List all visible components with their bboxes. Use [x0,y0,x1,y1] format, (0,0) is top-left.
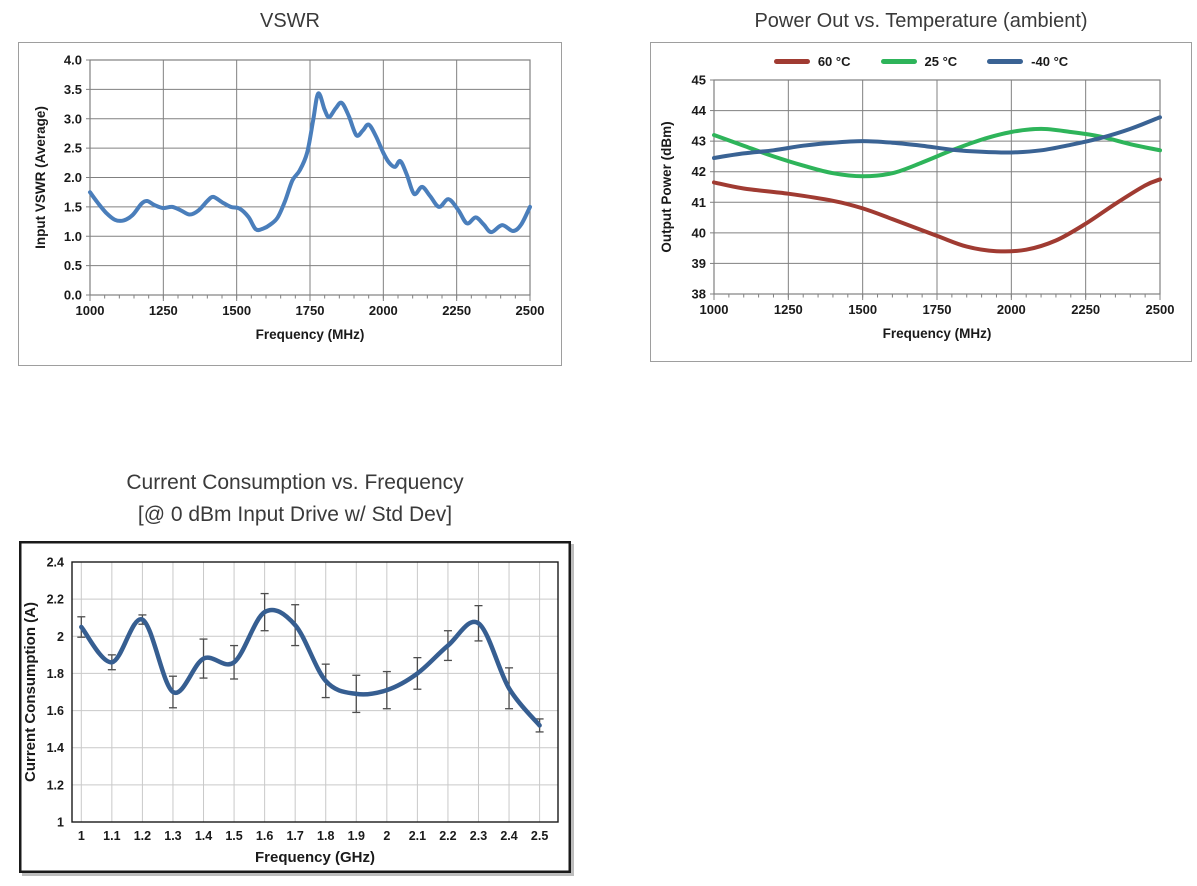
x-tick-label: 1250 [774,302,803,317]
x-tick-label: 2.3 [470,829,487,843]
legend-label-60c: 60 °C [817,53,851,69]
x-tick-label: 1.7 [286,829,303,843]
x-tick-label: 2250 [1071,302,1100,317]
vswr-chart: 1000 1250 1500 1750 2000 2250 2500 0.0 0.5 1.0 1.5… [18,42,562,366]
x-tick-label: 1250 [149,303,178,318]
y-tick-label: 2.4 [47,556,64,570]
series-line-60c [712,177,1162,254]
y-tick-label: 1.0 [64,229,82,244]
legend-item-minus40c: -40 °C [987,54,1068,69]
x-axis-title: Frequency (MHz) [883,326,992,341]
x-tick-label: 2 [383,829,390,843]
y-tick-label: 1.5 [64,199,82,214]
series-line-current [79,607,542,728]
x-tick-label: 2500 [1146,302,1175,317]
y-tick-label: 39 [692,256,706,271]
x-tick-label: 1.6 [256,829,273,843]
power-chart-title: Power Out vs. Temperature (ambient) [754,10,1088,32]
series-line-vswr [88,91,532,235]
y-tick-label: 38 [692,287,706,302]
y-tick-label: 2.2 [47,593,64,607]
x-tick-label: 1000 [76,303,105,318]
power-chart-legend: 60 °C 25 °C -40 °C [650,50,1192,72]
y-tick-label: 1.2 [47,778,64,792]
y-tick-label: 42 [692,164,706,179]
y-tick-label: 2.5 [64,141,82,156]
y-tick-label: 4.0 [64,53,82,68]
current-chart-subtitle: [@ 0 dBm Input Drive w/ Std Dev] [137,503,453,526]
x-tick-label: 2000 [997,302,1026,317]
series-line-minus40c [712,115,1162,160]
x-tick-label: 2.5 [531,829,548,843]
x-tick-label: 2500 [516,303,545,318]
y-tick-label: 0.0 [64,288,82,303]
x-tick-label: 1.1 [103,829,120,843]
y-tick-label: 41 [692,195,706,210]
plot-border [71,561,559,823]
legend-label-minus40c: -40 °C [1031,53,1069,69]
y-axis-title: Input VSWR (Average) [33,106,48,249]
y-axis-title: Current Consumption (A) [22,602,39,782]
y-tick-label: 3.5 [64,82,82,97]
vswr-chart-title: VSWR [260,10,320,32]
x-tick-label: 2000 [369,303,398,318]
y-tick-label: 45 [692,73,706,88]
y-tick-label: 0.5 [64,258,82,273]
current-chart: 1 1.1 1.2 1.3 1.4 1.5 1.6 1.7 1.8 1.9 2 2.1 2.2 2.3 2.… [19,541,571,873]
x-tick-label: 1 [78,829,85,843]
legend-item-25c: 25 °C [880,53,958,69]
x-tick-label: 1.9 [348,829,365,843]
y-tick-label: 40 [692,225,706,240]
x-tick-label: 1000 [700,302,729,317]
legend-swatch-25c [880,58,917,64]
x-axis-title: Frequency (MHz) [256,327,365,342]
power-chart: 1000 1250 1500 1750 2000 2250 2500 38 39 40 41 42 43… [650,42,1192,362]
y-tick-label: 2.0 [64,170,82,185]
x-tick-label: 1.4 [195,829,212,843]
y-axis-title: Output Power (dBm) [659,121,674,252]
x-tick-label: 2.2 [439,829,456,843]
x-tick-label: 1.5 [225,829,242,843]
y-tick-label: 1.8 [47,667,64,681]
legend-item-60c: 60 °C [773,53,851,69]
x-tick-label: 1.2 [134,829,151,843]
x-tick-label: 1500 [848,302,877,317]
legend-label-25c: 25 °C [924,53,958,69]
x-tick-label: 1750 [296,303,325,318]
y-tick-label: 3.0 [64,111,82,126]
y-tick-label: 44 [692,103,707,118]
series-line-25c [712,126,1162,179]
current-chart-title: Current Consumption vs. Frequency [126,471,464,494]
y-tick-label: 1.6 [47,704,64,718]
x-tick-label: 1.8 [317,829,334,843]
y-tick-label: 2 [57,630,64,644]
y-tick-label: 1 [57,816,64,830]
y-tick-label: 43 [692,134,706,149]
x-tick-label: 1.3 [164,829,181,843]
x-tick-label: 2250 [442,303,471,318]
x-tick-label: 1750 [923,302,952,317]
x-tick-label: 2.4 [500,829,517,843]
legend-swatch-60c [773,58,810,64]
x-tick-label: 2.1 [409,829,426,843]
chart-frame [18,42,562,366]
x-axis-title: Frequency (GHz) [255,849,375,866]
legend-swatch-minus40c [987,58,1024,64]
x-tick-label: 1500 [222,303,251,318]
y-tick-label: 1.4 [47,741,64,755]
